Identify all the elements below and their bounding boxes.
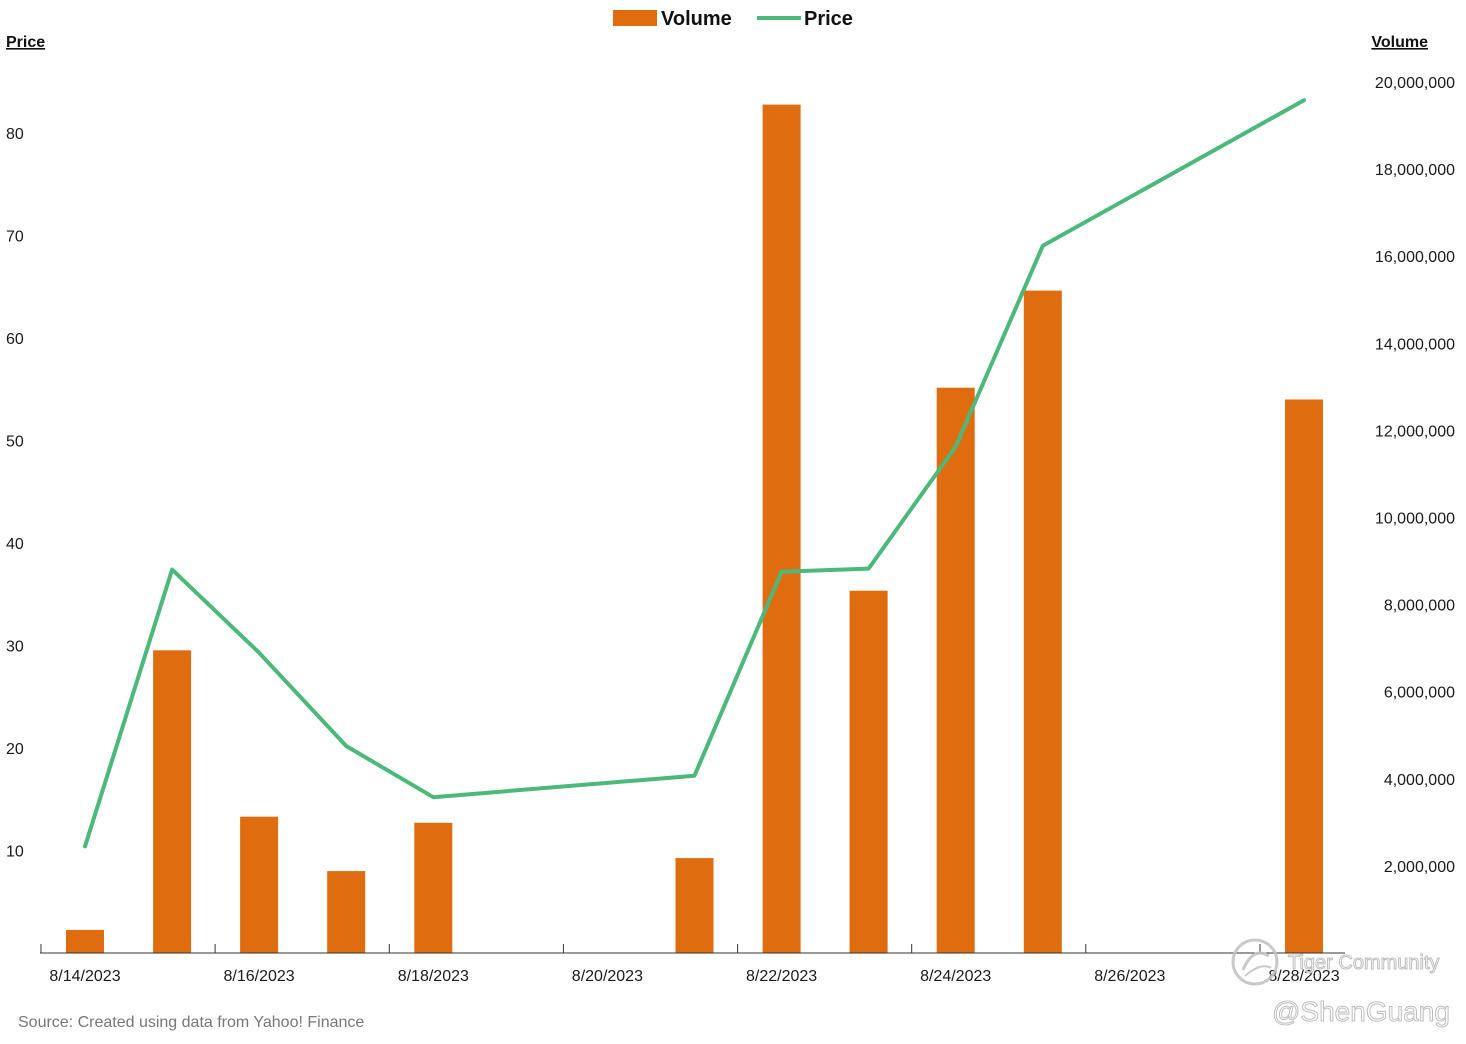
price-tick-label: 80 [6,126,24,143]
volume-axis-title: Volume [1371,34,1428,51]
volume-bar [414,822,453,953]
price-axis-title: Price [6,34,45,51]
volume-tick-label: 4,000,000 [1384,772,1455,789]
watermark-logo [1231,938,1279,986]
x-tick-label: 8/20/2023 [572,968,643,985]
price-axis-ticks: 10 20 30 40 50 60 70 80 [6,126,24,861]
volume-bar [66,929,104,953]
watermark-handle: @ShenGuang [1272,996,1450,1027]
volume-tick-label: 10,000,000 [1375,511,1455,528]
volume-bar [240,816,279,953]
legend-volume-swatch [613,10,657,26]
price-tick-label: 10 [6,844,24,861]
source-note: Source: Created using data from Yahoo! F… [18,1014,364,1031]
x-tick-label: 8/22/2023 [746,968,817,985]
volume-tick-label: 14,000,000 [1375,336,1455,353]
price-line-layer [83,98,1306,849]
price-line [83,98,1306,849]
volume-bar [153,650,192,953]
volume-bar [327,871,366,953]
legend-price-label: Price [804,8,853,30]
price-tick-label: 60 [6,331,24,348]
volume-tick-label: 8,000,000 [1384,598,1455,615]
volume-bar [1023,290,1062,954]
price-tick-label: 30 [6,639,24,656]
x-tick-label: 8/18/2023 [398,968,469,985]
date-axis-ticks: 8/14/2023 8/16/2023 8/18/2023 8/20/2023 8/22… [49,968,1339,985]
legend-volume-label: Volume [661,8,732,30]
x-tick-label: 8/16/2023 [224,968,295,985]
volume-bar [675,858,714,953]
volume-tick-label: 20,000,000 [1375,75,1455,92]
volume-bar [762,104,801,954]
price-tick-label: 20 [6,741,24,758]
volume-tick-label: 12,000,000 [1375,423,1455,440]
volume-bar [849,590,888,953]
x-tick-label: 8/14/2023 [49,968,120,985]
volume-tick-label: 16,000,000 [1375,249,1455,266]
axes [40,944,1345,954]
volume-axis-ticks: 2,000,000 4,000,000 6,000,000 8,000,000 10,0… [1375,75,1455,876]
x-tick-label: 8/26/2023 [1094,968,1165,985]
watermark: Tiger Community @ShenGuang [1231,938,1450,1028]
price-tick-label: 70 [6,229,24,246]
volume-tick-label: 2,000,000 [1384,859,1455,876]
x-tick-label: 8/28/2023 [1268,968,1339,985]
volume-tick-label: 18,000,000 [1375,162,1455,179]
volume-bar [1285,399,1323,953]
legend: Volume Price [613,8,853,30]
volume-bar [936,387,975,953]
x-tick-label: 8/24/2023 [920,968,991,985]
price-tick-label: 40 [6,536,24,553]
volume-tick-label: 6,000,000 [1384,685,1455,702]
price-tick-label: 50 [6,434,24,451]
volume-bars [66,104,1323,954]
watermark-brand: Tiger Community [1288,952,1440,974]
